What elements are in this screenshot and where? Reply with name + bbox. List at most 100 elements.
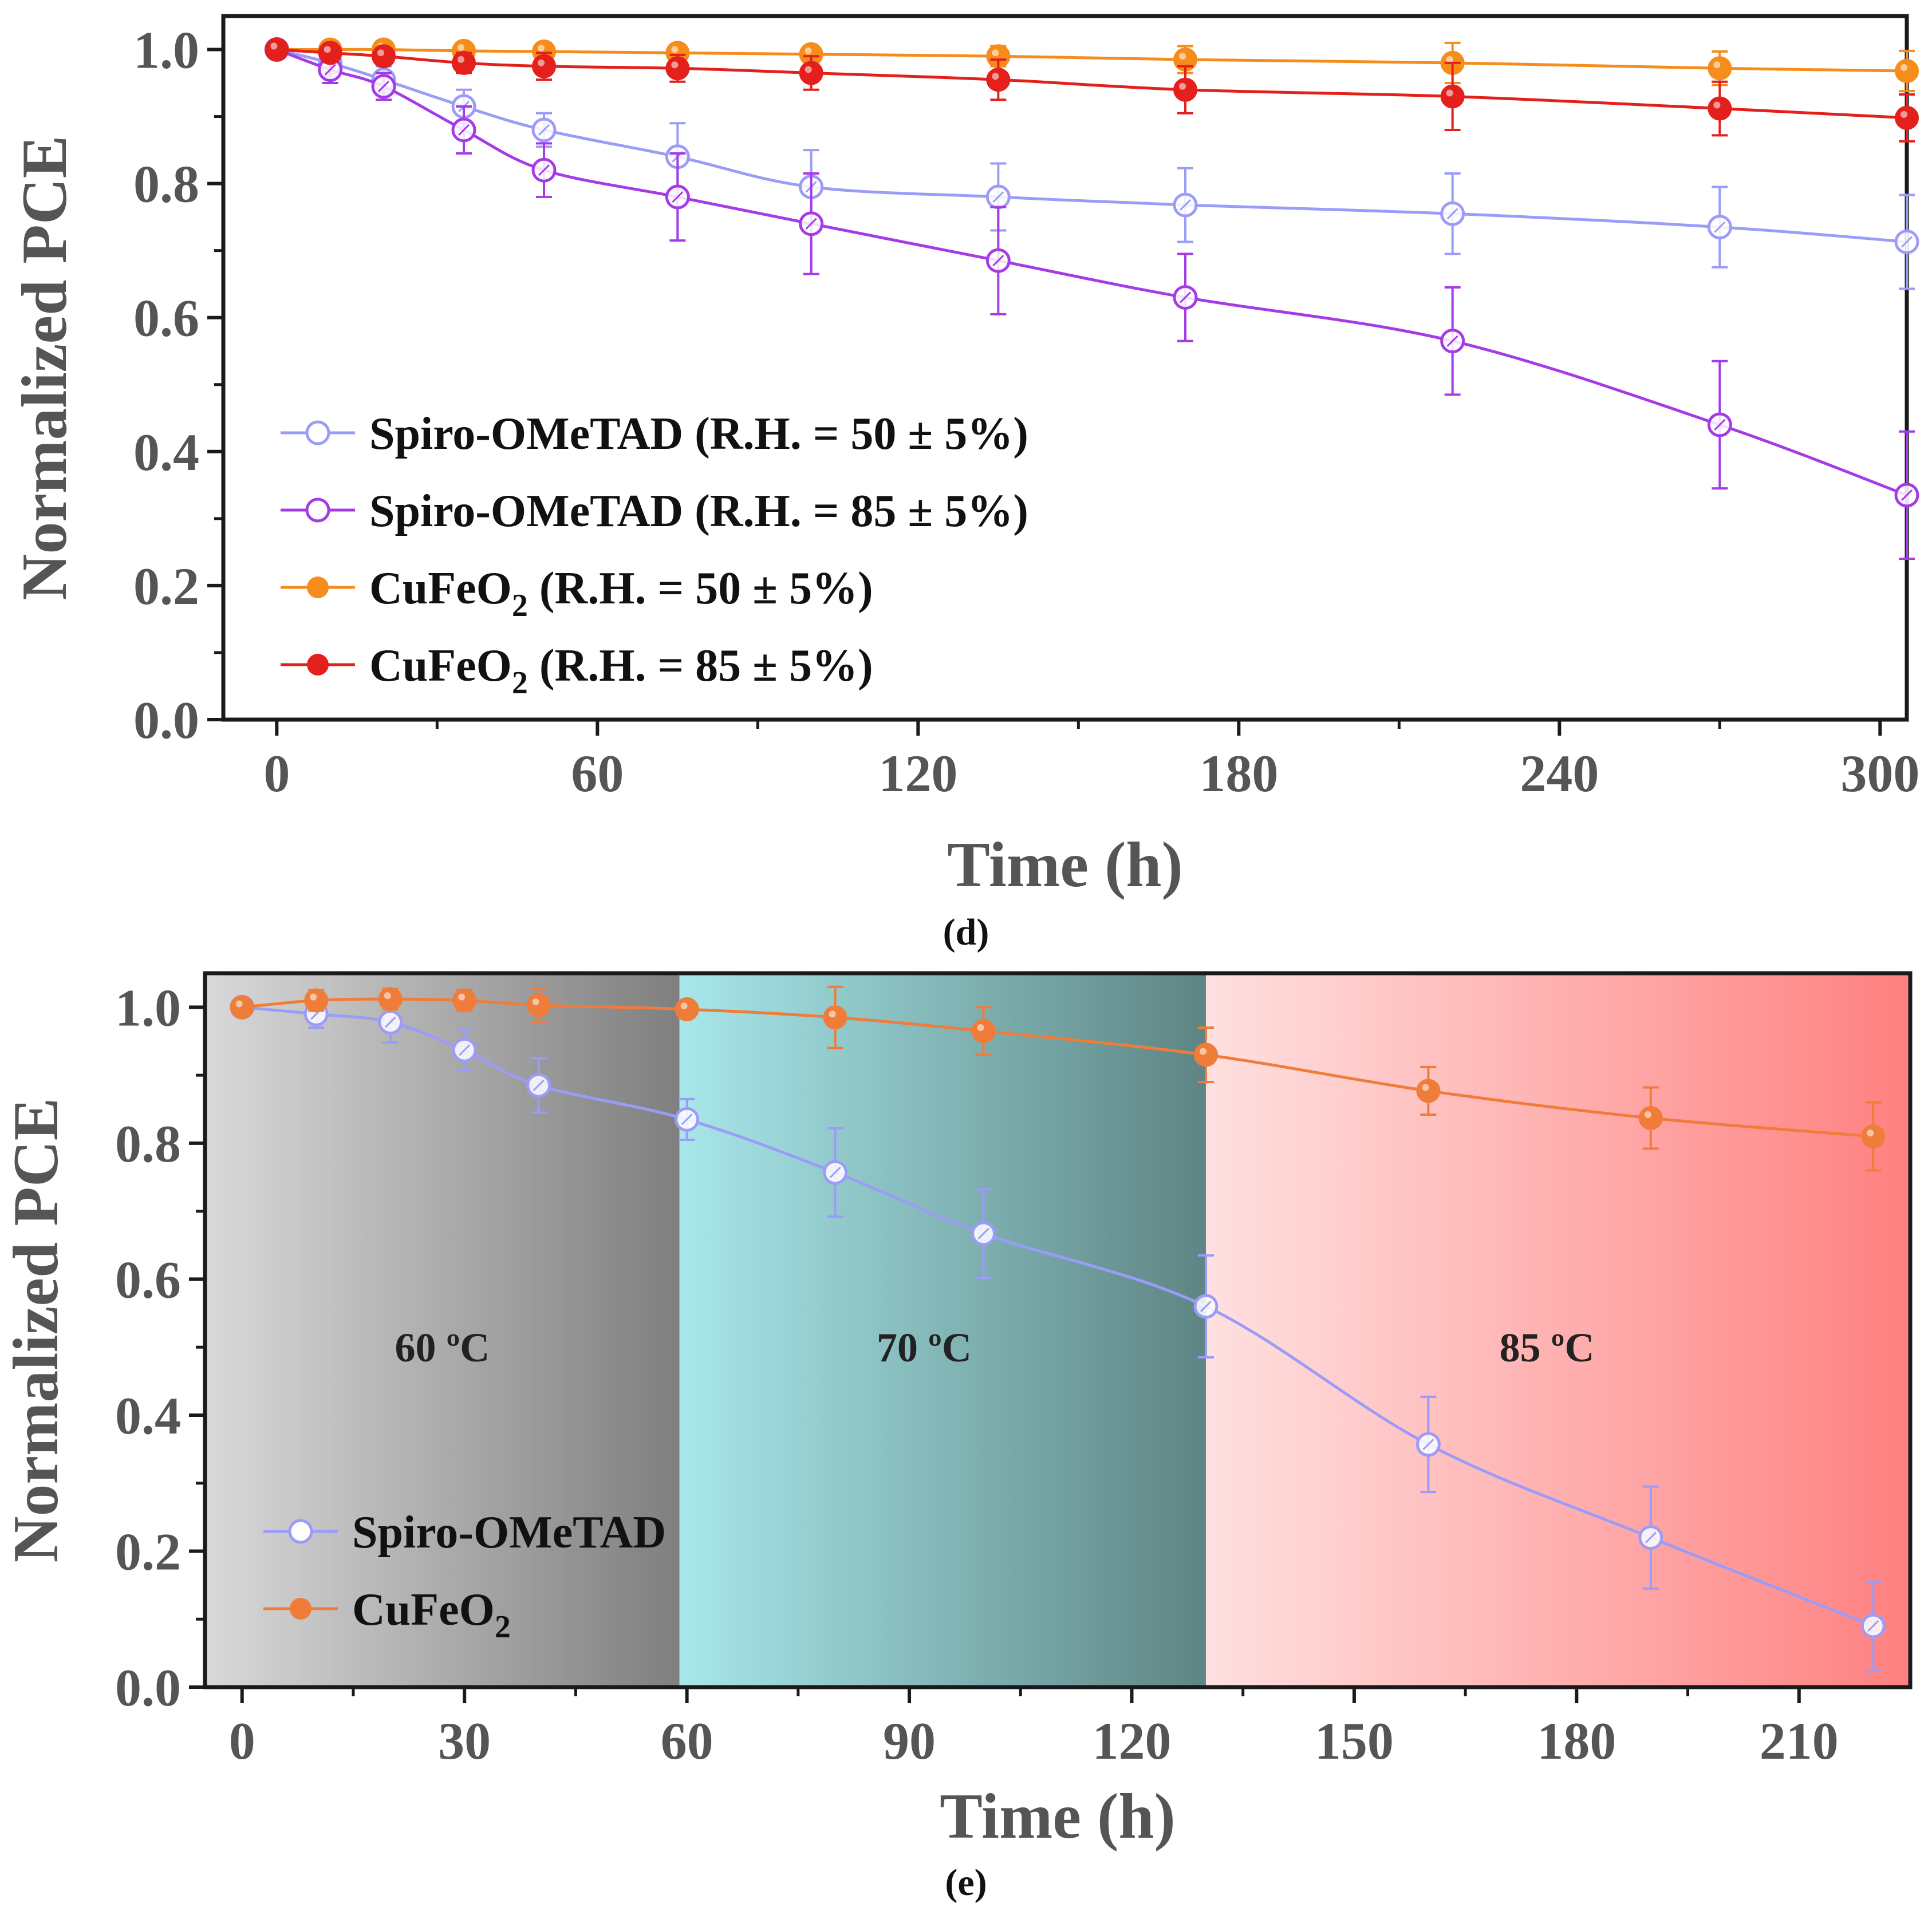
x-tick-label: 120 (1092, 1712, 1171, 1770)
series-line (277, 48, 1907, 120)
data-point (372, 44, 396, 69)
series-line (242, 1005, 1874, 1628)
data-point-glyph (533, 1079, 545, 1092)
series-3 (265, 37, 1919, 143)
legend-label-main: Spiro-OMeTAD (R.H. = 85 ± 5%) (369, 486, 1028, 536)
data-point-glyph (458, 124, 470, 136)
data-point (526, 993, 551, 1017)
data-point-glyph (1200, 1300, 1212, 1312)
legend-label-main: CuFeO (369, 641, 512, 691)
data-point-glyph (538, 164, 550, 176)
legend-label-subscript: 2 (512, 588, 528, 623)
temperature-region (679, 973, 1206, 1687)
data-point (675, 997, 699, 1021)
x-tick-label: 60 (661, 1712, 713, 1770)
data-point-highlight (1199, 1048, 1206, 1055)
data-point (1861, 1124, 1886, 1149)
x-tick-label: 0 (229, 1712, 255, 1770)
x-tick-label: 120 (878, 744, 957, 803)
legend-label: CuFeO2 (R.H. = 85 ± 5%) (369, 641, 873, 701)
data-point-highlight (1179, 82, 1186, 90)
data-point-highlight (1713, 101, 1721, 109)
data-point-highlight (829, 1010, 836, 1018)
data-point-glyph (992, 255, 1004, 267)
legend-label-main: CuFeO (369, 563, 512, 614)
data-point-glyph (681, 1114, 693, 1126)
data-point-glyph (1446, 208, 1458, 220)
data-point-highlight (992, 49, 999, 57)
data-point-highlight (992, 73, 999, 80)
x-tick-label: 60 (571, 744, 624, 803)
data-point-glyph (672, 191, 684, 203)
data-point (1173, 77, 1197, 102)
legend-label-main: CuFeO (352, 1585, 495, 1635)
y-tick-label: 0.8 (133, 155, 199, 214)
region-label: 70 ºC (877, 1325, 972, 1371)
data-point-highlight (532, 998, 539, 1005)
series-line (276, 48, 1907, 243)
data-point-glyph (1714, 418, 1726, 431)
data-point-glyph (1867, 1620, 1879, 1632)
data-point-highlight (671, 61, 679, 69)
data-point-highlight (538, 45, 545, 52)
data-point-glyph (384, 1016, 396, 1028)
data-point-highlight (310, 993, 317, 1001)
y-tick-label: 0.4 (115, 1387, 181, 1445)
data-point (1440, 84, 1465, 109)
x-tick-label: 0 (263, 744, 290, 803)
legend-label-main: Spiro-OMeTAD (352, 1507, 666, 1558)
data-point-highlight (1901, 110, 1907, 118)
temperature-region (205, 973, 680, 1687)
series-line (276, 48, 1907, 497)
data-point-highlight (270, 42, 278, 50)
series-line (242, 997, 1874, 1138)
data-point-highlight (458, 44, 464, 51)
data-point-glyph (538, 124, 550, 136)
legend-label-tail: (R.H. = 85 ± 5%) (528, 641, 873, 691)
data-point-glyph (1446, 335, 1458, 347)
legend-label: Spiro-OMeTAD (R.H. = 85 ± 5%) (369, 486, 1028, 536)
x-tick-label: 210 (1760, 1712, 1839, 1770)
data-point-glyph (1901, 236, 1913, 248)
data-point-glyph (829, 1166, 841, 1179)
data-point-highlight (384, 992, 391, 1000)
data-point (1638, 1105, 1663, 1130)
data-point-highlight (977, 1024, 984, 1031)
data-point-glyph (324, 64, 336, 76)
chart-panel-d: 0 60 120 180 240 300 0.0 0.2 0.4 0.6 0.8 1.0 Time (h… (9, 14, 1919, 953)
data-point-highlight (538, 59, 545, 66)
data-point (304, 988, 329, 1013)
y-tick-label: 0.0 (133, 691, 199, 749)
data-point-highlight (1422, 1084, 1429, 1091)
plot-frame (221, 14, 1909, 722)
x-tick-label: 180 (1537, 1712, 1616, 1770)
x-tick-label: 150 (1315, 1712, 1394, 1770)
x-tick-label: 240 (1520, 744, 1599, 803)
data-point (532, 54, 556, 78)
y-tick-label: 0.2 (115, 1522, 181, 1581)
series-0 (264, 37, 1919, 290)
data-point-highlight (1446, 56, 1453, 63)
data-point (823, 1005, 847, 1030)
data-point-highlight (1179, 53, 1186, 60)
data-point-highlight (458, 993, 466, 1001)
data-point-highlight (1644, 1111, 1651, 1118)
series-1 (230, 985, 1886, 1172)
data-point (1708, 96, 1732, 121)
data-point (1708, 56, 1732, 81)
data-point-highlight (324, 46, 331, 53)
region-label: 60 ºC (395, 1325, 490, 1371)
legend-marker (307, 577, 329, 598)
y-tick-label: 1.0 (133, 21, 199, 80)
y-axis-title: Normalized PCE (1, 1098, 72, 1563)
data-point (318, 41, 342, 65)
legend-marker (305, 497, 330, 523)
data-point (1895, 105, 1919, 130)
data-point (265, 37, 289, 62)
data-point (986, 68, 1011, 92)
legend-marker (305, 420, 330, 445)
data-point-glyph (1422, 1438, 1434, 1451)
legend-marker (307, 654, 329, 676)
data-point-highlight (805, 47, 812, 54)
data-point-highlight (235, 1000, 243, 1008)
